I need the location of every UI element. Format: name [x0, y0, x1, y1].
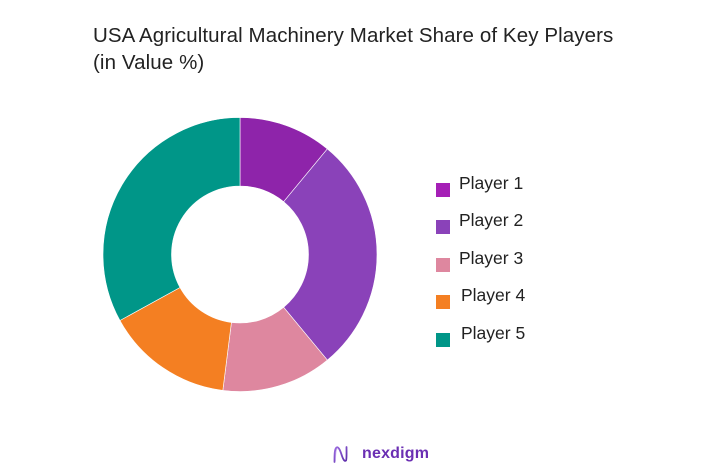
legend-swatch-icon [436, 257, 450, 272]
legend-swatch-icon [436, 182, 450, 197]
legend-label: Player 1 [459, 172, 524, 193]
brand-name: nexdigm [362, 444, 430, 462]
legend-label: Player 5 [461, 322, 526, 343]
donut-slice-player-2[interactable] [283, 148, 378, 361]
legend-label: Player 4 [461, 285, 526, 306]
legend-label: Player 2 [459, 210, 524, 231]
legend-swatch-icon [436, 332, 450, 347]
legend-item-player-5[interactable]: Player 5 [436, 321, 525, 359]
legend-item-player-2[interactable]: Player 2 [436, 209, 525, 247]
nexdigm-logo-icon [333, 446, 348, 463]
legend-item-player-4[interactable]: Player 4 [436, 284, 525, 322]
legend-swatch-icon [436, 220, 450, 235]
brand-logo: nexdigm [333, 445, 429, 464]
legend: Player 1 Player 2 Player 3 Player 4 Play… [436, 171, 525, 359]
legend-swatch-icon [436, 295, 450, 310]
donut-slice-player-5[interactable] [102, 117, 241, 321]
legend-item-player-3[interactable]: Player 3 [436, 246, 525, 284]
legend-label: Player 3 [459, 247, 524, 268]
legend-item-player-1[interactable]: Player 1 [436, 171, 525, 209]
chart-title: USA Agricultural Machinery Market Share … [93, 24, 614, 74]
